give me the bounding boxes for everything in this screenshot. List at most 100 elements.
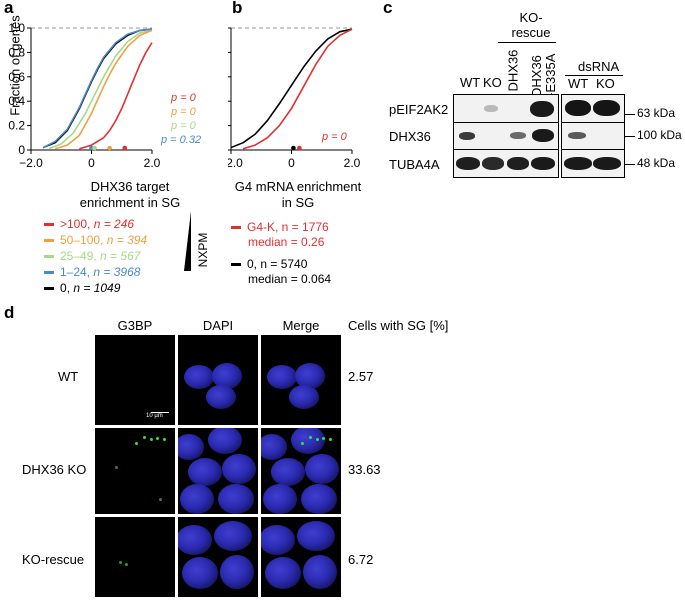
nucleus xyxy=(263,484,297,514)
panel-a-label: a xyxy=(4,0,14,17)
median-marker xyxy=(122,145,128,151)
legend-line1: G4-K, n = 1776 xyxy=(247,220,329,234)
legend-n: n = 3968 xyxy=(93,265,141,279)
y-tick-label: 0.8 xyxy=(8,45,25,59)
x-tick-label: −2.0 xyxy=(228,156,243,170)
nucleus xyxy=(178,525,212,555)
x-tick-label: 2.0 xyxy=(344,156,361,170)
legend-item-0: 0, n = 1049 xyxy=(44,280,147,296)
y-tick-label: 0.2 xyxy=(8,119,25,133)
panel-c-label: c xyxy=(383,0,393,17)
stress-granule xyxy=(301,442,304,445)
nucleus xyxy=(188,458,222,486)
panel-a-legend: >100, n = 246 50–100, n = 394 25–49, n =… xyxy=(44,216,147,296)
legend-item-gt100: >100, n = 246 xyxy=(44,216,147,232)
lane-label-e335a-line2: -E335A xyxy=(543,53,558,97)
stress-granule xyxy=(163,438,166,441)
legend-swatch xyxy=(231,226,241,230)
nucleus xyxy=(212,363,242,389)
marker-tick-63 xyxy=(625,114,635,115)
ko-rescue-header-line1: KO- xyxy=(519,10,543,25)
legend-item-zero: 0, n = 5740 median = 0.064 xyxy=(231,257,331,287)
legend-item-g4k: G4-K, n = 1776 median = 0.26 xyxy=(231,220,331,250)
band xyxy=(564,157,592,170)
legend-n: n = 1049 xyxy=(73,281,121,295)
legend-item-50-100: 50–100, n = 394 xyxy=(44,232,147,248)
stress-granule xyxy=(115,466,118,469)
band xyxy=(507,157,529,170)
y-tick-label: 0.4 xyxy=(8,94,25,108)
series-line xyxy=(79,42,153,150)
band xyxy=(482,157,504,170)
legend-range: >100 xyxy=(60,217,88,231)
cdf-chart-g4-mrna: 00.20.40.60.81.0−2.002.0 xyxy=(228,27,361,170)
nucleus xyxy=(303,555,337,589)
band xyxy=(530,101,554,117)
band xyxy=(484,105,498,112)
panel-a-xlabel-line2: enrichment in SG xyxy=(79,195,181,210)
panel-d-label: d xyxy=(4,303,15,322)
nucleus xyxy=(208,428,242,454)
dsrna-rule xyxy=(565,75,623,76)
marker-100: 100 kDa xyxy=(637,128,682,142)
dsrna-header: dsRNA xyxy=(578,59,620,74)
nucleus xyxy=(184,365,214,389)
stress-granule xyxy=(309,436,312,439)
legend-item-25-49: 25–49, n = 567 xyxy=(44,248,147,264)
stress-granule xyxy=(329,438,332,441)
series-line xyxy=(42,28,153,149)
lane-label-dhx36-e335a: DHX36 -E335A xyxy=(529,33,558,97)
marker-tick-100 xyxy=(625,136,635,137)
legend-swatch xyxy=(231,263,241,267)
pvalue-red: p = 0 xyxy=(171,92,196,104)
blot-tuba4a-dsrna xyxy=(561,149,625,178)
row-label-tuba4a: TUBA4A xyxy=(389,157,440,172)
image-ko-dapi xyxy=(178,428,258,514)
band xyxy=(459,132,475,140)
row-label-dhx36: DHX36 xyxy=(389,129,431,144)
panel-b-xlabel-line2: in SG xyxy=(281,195,315,210)
pvalue-green: p = 0 xyxy=(171,120,196,132)
pvalue-orange: p = 0 xyxy=(171,106,196,118)
marker-tick-48 xyxy=(625,164,635,165)
stress-granule xyxy=(143,436,146,439)
ko-rescue-rule xyxy=(498,42,556,43)
nucleus xyxy=(305,454,339,484)
nucleus xyxy=(265,557,301,589)
band xyxy=(456,157,480,170)
x-tick-label: 0 xyxy=(88,156,95,170)
series-line xyxy=(242,28,353,150)
image-rescue-dapi xyxy=(178,517,258,597)
nucleus xyxy=(297,521,335,551)
legend-line1: 0, n = 5740 xyxy=(247,257,308,271)
nucleus xyxy=(261,434,287,460)
stress-granule xyxy=(159,498,162,501)
pvalue-blue: p = 0.32 xyxy=(161,134,202,146)
stress-granule xyxy=(135,442,138,445)
col-header-merge: Merge xyxy=(282,318,320,333)
image-ko-merge xyxy=(261,428,341,514)
x-tick-label: 2.0 xyxy=(144,156,161,170)
legend-range: 1–24 xyxy=(60,265,87,279)
nucleus xyxy=(267,365,297,389)
row-label-ko-rescue: KO-rescue xyxy=(22,552,85,567)
legend-n: n = 567 xyxy=(100,249,141,263)
band xyxy=(593,157,621,170)
legend-range: 50–100 xyxy=(60,233,101,247)
nucleus xyxy=(222,454,256,484)
legend-swatch xyxy=(44,271,54,275)
stress-granule xyxy=(125,563,128,566)
marker-48: 48 kDa xyxy=(637,156,676,170)
lane-label-e335a-line1: DHX36 xyxy=(529,55,544,97)
band xyxy=(568,132,586,139)
nucleus xyxy=(301,484,337,514)
cdf-chart-dhx36-target: 00.20.40.60.81.0−2.0 0 2.0 xyxy=(8,21,161,170)
series-line xyxy=(54,29,153,150)
panel-a-pvalues: p = 0 p = 0 p = 0 p = 0.32 xyxy=(161,91,201,147)
scalebar-label: 10 μm xyxy=(146,413,163,419)
legend-swatch xyxy=(44,287,54,291)
row-label-peif2ak2: pEIF2AK2 xyxy=(389,102,449,117)
marker-63: 63 kDa xyxy=(637,106,676,120)
ko-rescue-header-line2: rescue xyxy=(511,25,551,40)
x-tick-label: 0 xyxy=(288,156,295,170)
